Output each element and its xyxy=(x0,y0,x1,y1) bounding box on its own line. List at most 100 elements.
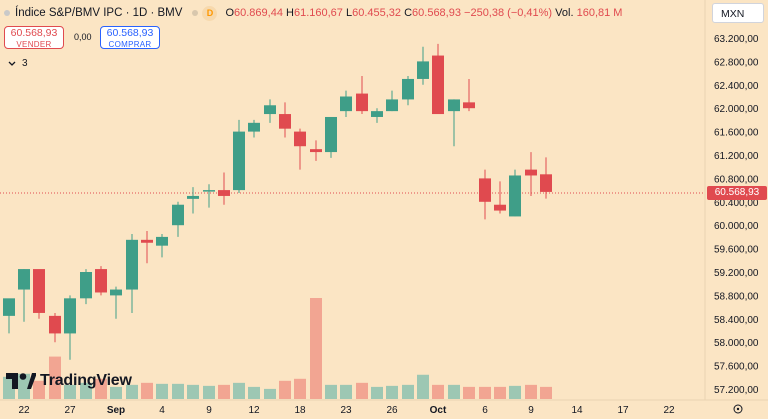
candle xyxy=(141,231,153,264)
price-tick-label: 59.200,00 xyxy=(714,268,759,279)
candle xyxy=(126,233,138,313)
candle-body xyxy=(386,99,398,112)
candle-body xyxy=(371,111,383,117)
candle xyxy=(233,119,245,194)
ohlc-values: O60.869,44 H61.160,67 L60.455,32 C60.568… xyxy=(225,7,623,19)
candle-body xyxy=(525,169,537,176)
tradingview-logo-icon xyxy=(6,373,36,389)
candle-body xyxy=(126,239,138,290)
candle-body xyxy=(18,269,30,290)
volume-bar xyxy=(463,386,475,399)
volume-bars xyxy=(3,298,552,399)
candle xyxy=(33,269,45,319)
candle xyxy=(49,312,61,343)
volume-bar xyxy=(248,386,260,399)
volume-bar xyxy=(417,374,429,399)
price-tick-label: 58.000,00 xyxy=(714,338,759,349)
last-price-label: 60.568,93 xyxy=(707,186,767,200)
time-axis[interactable]: 22 27 Sep 4 9 12 18 23 26 Oct 6 9 14 17 22 xyxy=(18,405,675,416)
candle-body xyxy=(479,178,491,202)
change-value: −250,38 (−0,41%) xyxy=(464,7,553,19)
candle xyxy=(371,108,383,123)
sell-label: VENDER xyxy=(16,40,52,49)
candle-body xyxy=(3,298,15,316)
candle-body xyxy=(494,204,506,211)
date-tick-label: Oct xyxy=(430,405,447,416)
volume-bar xyxy=(525,384,537,399)
candle-body xyxy=(64,298,76,334)
candle xyxy=(80,269,92,305)
price-tick-label: 57.600,00 xyxy=(714,362,759,373)
candle xyxy=(325,116,337,158)
settings-icon[interactable] xyxy=(733,404,743,414)
candle-body xyxy=(402,78,414,100)
candle xyxy=(110,286,122,319)
price-tick-label: 63.200,00 xyxy=(714,34,759,45)
buy-button[interactable]: 60.568,93 COMPRAR xyxy=(100,26,160,49)
volume-bar xyxy=(80,382,92,399)
price-tick-label: 60.000,00 xyxy=(714,221,759,232)
chevron-down-icon xyxy=(8,61,16,66)
candle-body xyxy=(233,131,245,191)
candle xyxy=(248,119,260,138)
indicators-count: 3 xyxy=(22,58,28,69)
volume-bar xyxy=(233,382,245,399)
candle-body xyxy=(264,105,276,115)
price-tick-label: 61.600,00 xyxy=(714,128,759,139)
candle xyxy=(218,172,230,205)
candle-body xyxy=(356,93,368,112)
date-tick-label: 12 xyxy=(248,405,260,416)
volume-bar xyxy=(95,378,107,399)
date-tick-label: 18 xyxy=(294,405,306,416)
chart-pane[interactable] xyxy=(0,0,705,400)
price-tick-label: 58.400,00 xyxy=(714,315,759,326)
volume-bar xyxy=(187,384,199,399)
close-value: 60.568,93 xyxy=(412,7,461,19)
candle-body xyxy=(325,116,337,153)
currency-selector[interactable]: MXN xyxy=(712,3,764,23)
logo-text: TradingView xyxy=(40,372,132,389)
volume-bar xyxy=(33,380,45,399)
volume-value: 160,81 M xyxy=(576,7,623,19)
candle-body xyxy=(463,102,475,109)
low-value: 60.455,32 xyxy=(352,7,402,19)
volume-bar xyxy=(356,382,368,399)
volume-bar xyxy=(156,383,168,399)
candle xyxy=(509,169,521,217)
tradingview-logo[interactable]: TradingView xyxy=(6,372,132,390)
volume-bar xyxy=(402,384,414,399)
volume-bar xyxy=(126,384,138,399)
candle xyxy=(402,76,414,106)
price-tick-label: 57.200,00 xyxy=(714,385,759,396)
price-axis[interactable]: 63.200,00 62.800,00 62.400,00 62.000,00 61.6… xyxy=(714,34,759,396)
candle xyxy=(18,269,30,322)
delayed-data-badge[interactable]: D xyxy=(202,5,218,21)
indicators-toggle[interactable]: 3 xyxy=(8,58,28,69)
volume-bar xyxy=(310,298,322,399)
candle xyxy=(187,187,199,214)
candle-body xyxy=(33,269,45,313)
candle-body xyxy=(294,131,306,147)
volume-bar xyxy=(218,384,230,399)
candle-body xyxy=(156,236,168,246)
candle-body xyxy=(141,239,153,243)
date-tick-label: 26 xyxy=(386,405,398,416)
candle xyxy=(264,99,276,123)
volume-bar xyxy=(172,383,184,399)
date-tick-label: 9 xyxy=(206,405,212,416)
candle-body xyxy=(49,315,61,334)
symbol-title[interactable]: Índice S&P/BMV IPC · 1D · BMV xyxy=(15,7,183,19)
candle xyxy=(479,169,491,220)
candle xyxy=(156,233,168,258)
candle xyxy=(340,90,352,117)
volume-bar xyxy=(448,384,460,399)
volume-bar xyxy=(64,384,76,399)
price-tick-label: 59.600,00 xyxy=(714,245,759,256)
buy-label: COMPRAR xyxy=(108,40,152,49)
sell-button[interactable]: 60.568,93 VENDER xyxy=(4,26,64,49)
volume-bar xyxy=(386,385,398,399)
volume-bar xyxy=(494,386,506,399)
candle-body xyxy=(110,289,122,296)
price-tick-label: 60.400,00 xyxy=(714,198,759,209)
